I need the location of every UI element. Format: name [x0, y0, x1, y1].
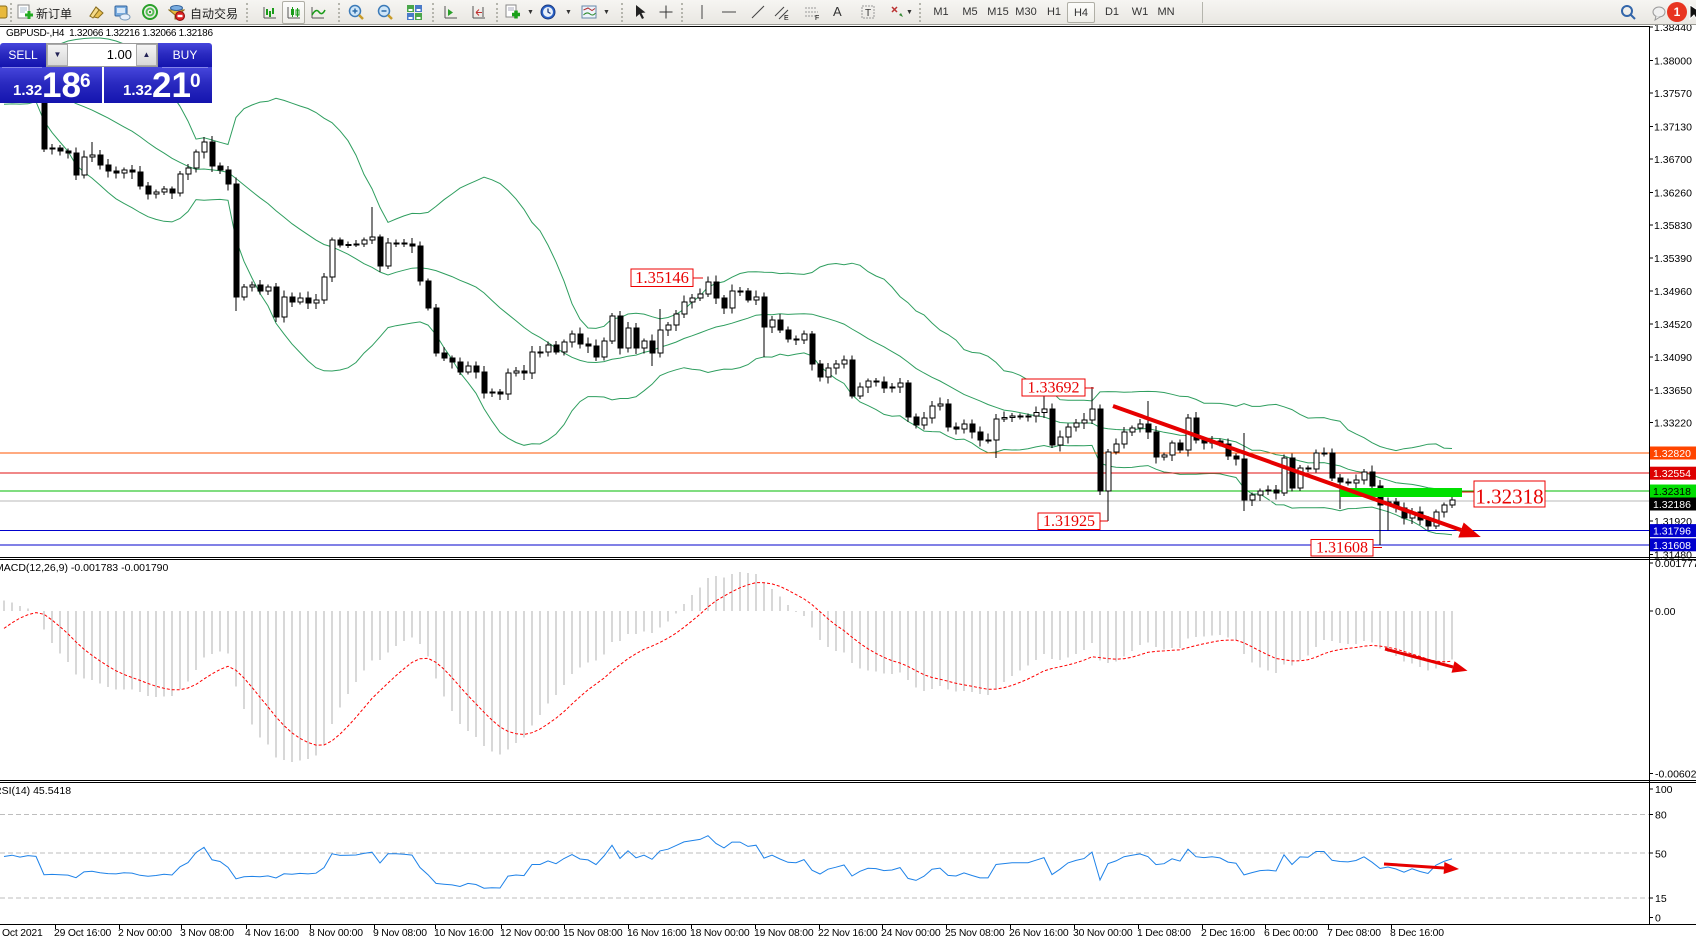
svg-text:0.00: 0.00 [1655, 606, 1676, 618]
svg-text:1.31608: 1.31608 [1316, 540, 1368, 557]
svg-text:T: T [865, 8, 871, 19]
svg-text:GBPUSD-,H4 1.32066 1.32216 1.: GBPUSD-,H4 1.32066 1.32216 1.32066 1.321… [6, 28, 213, 39]
svg-text:1.33650: 1.33650 [1654, 385, 1692, 397]
svg-text:1.33220: 1.33220 [1654, 418, 1692, 430]
svg-text:2 Nov 00:00: 2 Nov 00:00 [118, 928, 172, 939]
svg-text:Oct 2021: Oct 2021 [2, 928, 43, 939]
svg-text:1.38440: 1.38440 [1654, 22, 1692, 34]
svg-text:1.32186: 1.32186 [1653, 499, 1691, 511]
svg-text:10 Nov 16:00: 10 Nov 16:00 [434, 928, 494, 939]
svg-text:1.31796: 1.31796 [1653, 526, 1691, 538]
svg-text:19 Nov 08:00: 19 Nov 08:00 [754, 928, 814, 939]
svg-text:25 Nov 08:00: 25 Nov 08:00 [945, 928, 1005, 939]
svg-text:22 Nov 16:00: 22 Nov 16:00 [818, 928, 878, 939]
svg-text:4 Nov 16:00: 4 Nov 16:00 [245, 928, 299, 939]
svg-text:0.001777: 0.001777 [1655, 558, 1696, 570]
svg-text:MACD(12,26,9) -0.001783 -0.001: MACD(12,26,9) -0.001783 -0.001790 [0, 562, 169, 574]
svg-text:F: F [815, 15, 819, 21]
svg-text:1.38000: 1.38000 [1654, 55, 1692, 67]
svg-text:6 Dec 00:00: 6 Dec 00:00 [1264, 928, 1318, 939]
svg-text:18 Nov 00:00: 18 Nov 00:00 [690, 928, 750, 939]
svg-text:80: 80 [1655, 810, 1667, 822]
svg-text:1.32318: 1.32318 [1475, 485, 1543, 509]
svg-text:1.31608: 1.31608 [1653, 540, 1691, 552]
svg-text:E: E [784, 15, 789, 21]
svg-text:15: 15 [1655, 893, 1667, 905]
svg-text:30 Nov 00:00: 30 Nov 00:00 [1073, 928, 1133, 939]
svg-text:1.35146: 1.35146 [635, 268, 689, 287]
svg-text:RSI(14) 45.5418: RSI(14) 45.5418 [0, 785, 71, 797]
svg-text:-0.00602: -0.00602 [1655, 769, 1696, 781]
svg-text:7 Dec 08:00: 7 Dec 08:00 [1327, 928, 1381, 939]
svg-text:1.31925: 1.31925 [1043, 513, 1095, 530]
svg-text:3 Nov 08:00: 3 Nov 08:00 [180, 928, 234, 939]
svg-text:0: 0 [1655, 913, 1661, 925]
svg-text:1.37130: 1.37130 [1654, 121, 1692, 133]
svg-text:1.32318: 1.32318 [1653, 486, 1691, 498]
svg-text:1.36260: 1.36260 [1654, 187, 1692, 199]
svg-text:1.37570: 1.37570 [1654, 88, 1692, 100]
svg-text:1.31480: 1.31480 [1654, 550, 1692, 562]
svg-text:1.36700: 1.36700 [1654, 154, 1692, 166]
svg-text:1.34960: 1.34960 [1654, 286, 1692, 298]
svg-text:26 Nov 16:00: 26 Nov 16:00 [1009, 928, 1069, 939]
svg-text:12 Nov 00:00: 12 Nov 00:00 [500, 928, 560, 939]
svg-text:15 Nov 08:00: 15 Nov 08:00 [563, 928, 623, 939]
svg-text:50: 50 [1655, 848, 1667, 860]
svg-text:29 Oct 16:00: 29 Oct 16:00 [54, 928, 112, 939]
svg-text:1.35390: 1.35390 [1654, 253, 1692, 265]
svg-text:8 Nov 00:00: 8 Nov 00:00 [309, 928, 363, 939]
svg-text:1.35830: 1.35830 [1654, 220, 1692, 232]
svg-text:24 Nov 00:00: 24 Nov 00:00 [881, 928, 941, 939]
svg-text:1.32554: 1.32554 [1653, 468, 1691, 480]
svg-text:9 Nov 08:00: 9 Nov 08:00 [373, 928, 427, 939]
svg-text:1.33692: 1.33692 [1028, 380, 1080, 397]
svg-text:1.34520: 1.34520 [1654, 319, 1692, 331]
svg-text:100: 100 [1655, 784, 1673, 796]
svg-text:8 Dec 16:00: 8 Dec 16:00 [1390, 928, 1444, 939]
svg-text:1.34090: 1.34090 [1654, 352, 1692, 364]
svg-text:16 Nov 16:00: 16 Nov 16:00 [627, 928, 687, 939]
svg-text:1 Dec 08:00: 1 Dec 08:00 [1137, 928, 1191, 939]
svg-text:1.32820: 1.32820 [1653, 448, 1691, 460]
svg-text:2 Dec 16:00: 2 Dec 16:00 [1201, 928, 1255, 939]
